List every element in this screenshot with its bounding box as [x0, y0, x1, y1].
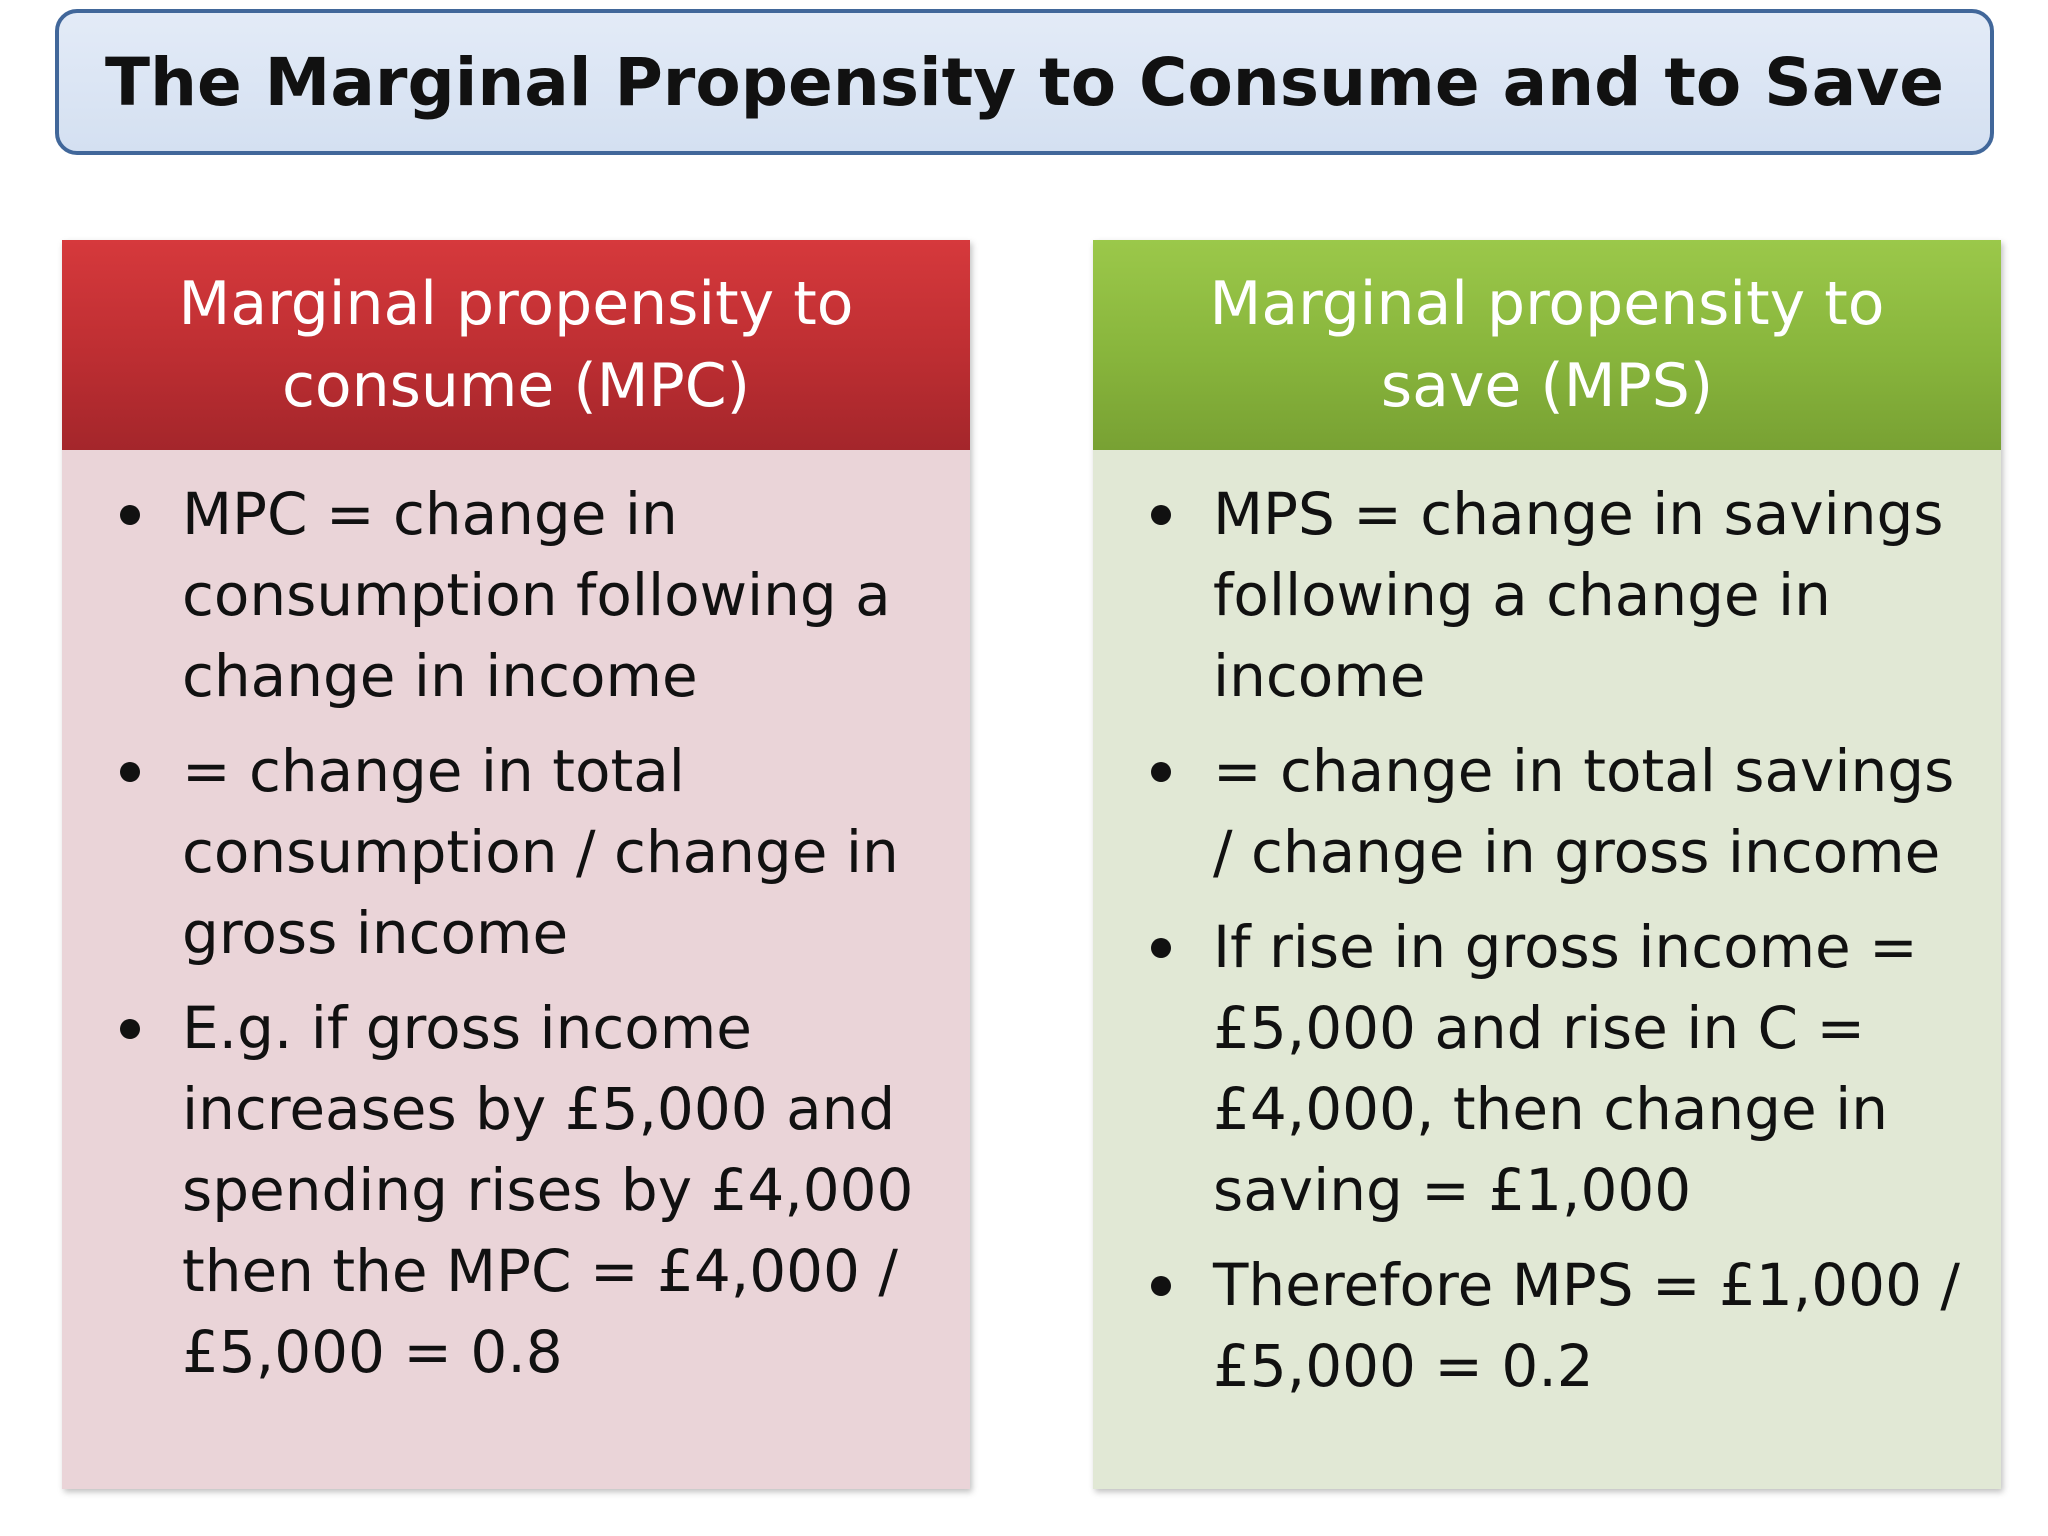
mpc-bullet-item: = change in total consumption / change i… [98, 731, 940, 974]
slide-title: The Marginal Propensity to Consume and t… [104, 43, 1945, 121]
mps-bullet-list: MPS = change in savings following a chan… [1129, 474, 1971, 1407]
mps-bullet-item: If rise in gross income = £5,000 and ris… [1129, 907, 1971, 1231]
bullet-icon [1151, 762, 1171, 782]
mpc-bullet-list: MPC = change in consumption following a … [98, 474, 940, 1393]
mps-body: MPS = change in savings following a chan… [1093, 450, 2001, 1489]
mps-bullet-text: MPS = change in savings following a chan… [1213, 480, 1944, 710]
mpc-body: MPC = change in consumption following a … [62, 450, 970, 1489]
mpc-bullet-text: = change in total consumption / change i… [182, 737, 899, 967]
bullet-icon [1151, 1276, 1171, 1296]
mps-header: Marginal propensity to save (MPS) [1093, 240, 2001, 450]
mpc-header: Marginal propensity to consume (MPC) [62, 240, 970, 450]
mps-bullet-item: MPS = change in savings following a chan… [1129, 474, 1971, 717]
mpc-bullet-item: E.g. if gross income increases by £5,000… [98, 988, 940, 1393]
mps-header-text: Marginal propensity to save (MPS) [1209, 269, 1885, 421]
title-banner: The Marginal Propensity to Consume and t… [55, 9, 1994, 155]
mps-bullet-item: = change in total savings / change in gr… [1129, 731, 1971, 893]
bullet-icon [120, 762, 140, 782]
mpc-bullet-item: MPC = change in consumption following a … [98, 474, 940, 717]
mps-bullet-text: = change in total savings / change in gr… [1213, 737, 1955, 886]
mpc-panel: Marginal propensity to consume (MPC) MPC… [62, 240, 970, 1489]
mps-bullet-text: If rise in gross income = £5,000 and ris… [1213, 913, 1918, 1224]
bullet-icon [120, 1019, 140, 1039]
mpc-bullet-text: E.g. if gross income increases by £5,000… [182, 994, 914, 1386]
mps-bullet-text: Therefore MPS = £1,000 / £5,000 = 0.2 [1213, 1251, 1960, 1400]
bullet-icon [1151, 505, 1171, 525]
bullet-icon [1151, 938, 1171, 958]
mpc-bullet-text: MPC = change in consumption following a … [182, 480, 891, 710]
mps-bullet-item: Therefore MPS = £1,000 / £5,000 = 0.2 [1129, 1245, 1971, 1407]
bullet-icon [120, 505, 140, 525]
mps-panel: Marginal propensity to save (MPS) MPS = … [1093, 240, 2001, 1489]
mpc-header-text: Marginal propensity to consume (MPC) [178, 269, 854, 421]
